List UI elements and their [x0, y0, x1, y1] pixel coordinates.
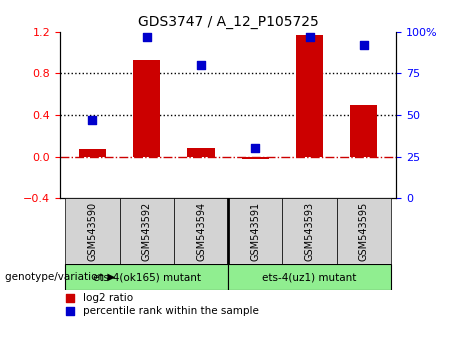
- Text: genotype/variation ▶: genotype/variation ▶: [5, 272, 115, 282]
- Text: GSM543591: GSM543591: [250, 201, 260, 261]
- Bar: [337, 198, 391, 264]
- Point: [360, 42, 367, 48]
- Text: percentile rank within the sample: percentile rank within the sample: [83, 306, 260, 316]
- Point: [89, 117, 96, 123]
- Text: GSM543594: GSM543594: [196, 201, 206, 261]
- Text: ets-4(ok165) mutant: ets-4(ok165) mutant: [93, 272, 201, 282]
- Text: ets-4(uz1) mutant: ets-4(uz1) mutant: [262, 272, 357, 282]
- Point: [252, 145, 259, 151]
- Point: [66, 295, 74, 301]
- Text: GSM543595: GSM543595: [359, 201, 369, 261]
- Bar: [296, 35, 323, 156]
- Bar: [65, 264, 228, 290]
- Bar: [133, 60, 160, 156]
- Text: log2 ratio: log2 ratio: [83, 293, 134, 303]
- Bar: [79, 149, 106, 156]
- Point: [197, 62, 205, 68]
- Bar: [228, 198, 283, 264]
- Text: GSM543592: GSM543592: [142, 201, 152, 261]
- Point: [306, 34, 313, 40]
- Point: [66, 308, 74, 314]
- Bar: [188, 148, 215, 156]
- Title: GDS3747 / A_12_P105725: GDS3747 / A_12_P105725: [138, 16, 319, 29]
- Bar: [242, 156, 269, 159]
- Bar: [228, 264, 391, 290]
- Point: [143, 34, 150, 40]
- Bar: [174, 198, 228, 264]
- Bar: [65, 198, 120, 264]
- Bar: [283, 198, 337, 264]
- Text: GSM543593: GSM543593: [305, 201, 314, 261]
- Text: GSM543590: GSM543590: [88, 201, 97, 261]
- Bar: [350, 105, 378, 156]
- Bar: [120, 198, 174, 264]
